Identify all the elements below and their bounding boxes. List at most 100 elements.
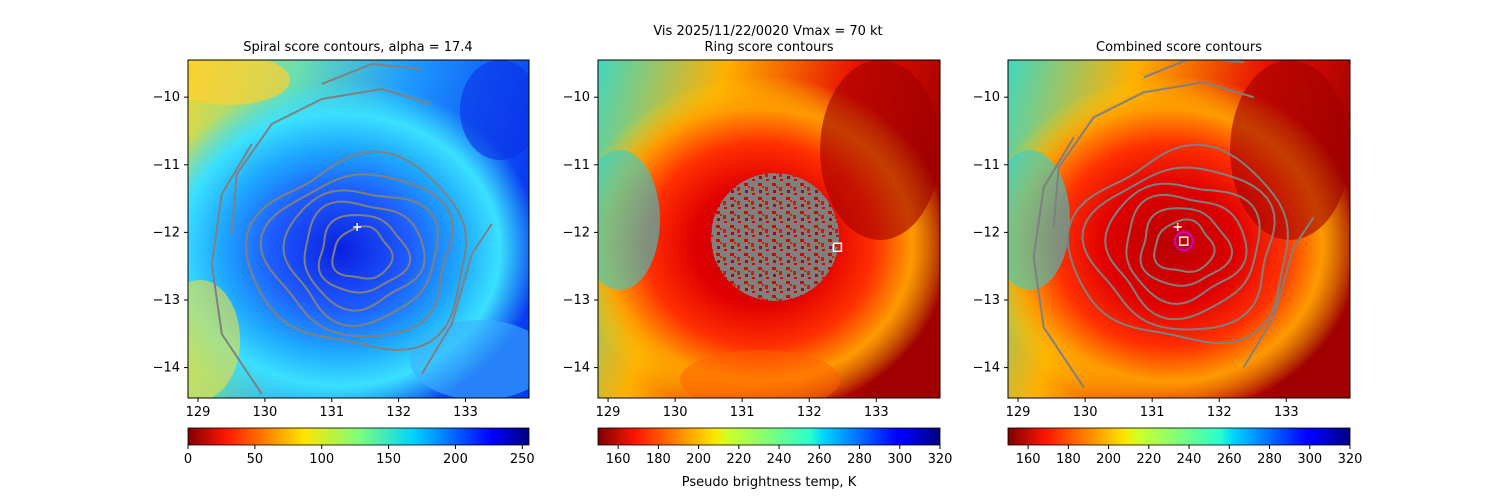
x-tick-label: 132 [386,405,411,420]
colorbar [597,427,941,446]
y-tick-label: −10 [973,90,1000,105]
x-tick-label: 129 [186,405,211,420]
x-tick-label: 131 [319,405,344,420]
heatmap-image [188,60,529,398]
x-tick-label: 132 [1207,405,1232,420]
colorbar-tick-label: 220 [1136,452,1161,467]
colorbar-tick-label: 260 [807,452,832,467]
ring-score-region [711,173,839,301]
markers [832,242,843,253]
y-tick-label: −12 [153,225,180,240]
x-tick-label: 130 [663,405,688,420]
y-tick-label: −13 [153,293,180,308]
colorbar-tick-label: 240 [767,452,792,467]
x-tick-label: 130 [252,405,277,420]
axis-ticks: 129 130 131 132 133 −10 −11 −12 −13 −14 [973,90,1299,420]
contour-line [331,225,394,280]
contour-line [1052,81,1254,228]
x-tick-label: 129 [596,405,621,420]
colorbar-tick-label: 320 [1338,452,1363,467]
colorbar-tick-label: 200 [1096,452,1121,467]
contour-line [1032,136,1085,388]
axes-frame [597,59,941,399]
y-tick-label: −10 [153,90,180,105]
colorbar-tick-label: 280 [1257,452,1282,467]
colorbar-tick-label: 150 [376,452,401,467]
colorbar-tick-label: 160 [606,452,631,467]
colorbar-tick-label: 50 [247,452,264,467]
contour-line [303,200,426,312]
spiral-contours [210,63,493,395]
contour-line [282,189,439,328]
colorbar-tick-label: 160 [1016,452,1041,467]
contour-line [420,223,493,375]
contour-line [230,88,433,235]
colorbar-ticks: 0 50 100 150 200 250 [184,445,535,467]
center-plus-marker [353,222,362,231]
colorbar-ticks: 160 180 200 220 240 260 280 300 320 [606,445,953,467]
y-tick-label: −11 [153,158,180,173]
colorbar-tick-label: 300 [1297,452,1322,467]
y-tick-label: −10 [563,90,590,105]
x-tick-label: 129 [1006,405,1031,420]
axes-frame [187,59,530,399]
contour-line [1125,193,1248,305]
center-plus-marker [1173,222,1182,231]
axes-frame [1007,59,1351,399]
x-tick-label: 130 [1073,405,1098,420]
contour-line [210,143,263,395]
center-square-marker [1178,236,1189,246]
heatmap-image [598,60,940,398]
y-tick-label: −14 [153,361,180,376]
x-tick-label: 133 [864,405,889,420]
x-tick-label: 133 [453,405,478,420]
contour-line [1139,207,1234,287]
colorbar-tick-label: 180 [1056,452,1081,467]
markers [1173,222,1194,252]
figure-suptitle: Vis 2025/11/22/0020 Vmax = 70 kt [653,24,882,39]
colorbar [187,427,530,446]
contour-line [1104,182,1261,321]
panel-spiral: Spiral score contours, alpha = 17.4 129 1… [153,40,535,467]
y-tick-label: −13 [563,293,590,308]
y-tick-label: −11 [563,158,590,173]
contour-line [1153,218,1216,273]
contour-line [317,213,412,294]
axis-ticks: 129 130 131 132 133 −10 −11 −12 −13 −14 [153,90,478,420]
y-tick-label: −11 [973,158,1000,173]
center-circle-marker [1173,231,1194,252]
contour-line [1242,216,1315,368]
contour-line [1143,60,1244,79]
heatmap-image [1008,60,1350,398]
x-tick-label: 132 [797,405,822,420]
colorbar-tick-label: 0 [184,452,192,467]
colorbar-tick-label: 250 [510,452,535,467]
combined-contours [1032,60,1315,388]
colorbar-tick-label: 240 [1177,452,1202,467]
panel-combined: Combined score contours 129 130 131 132 133 −… [973,40,1363,467]
colorbar-ticks: 160 180 200 220 240 260 280 300 320 [1016,445,1363,467]
colorbar [1007,427,1351,446]
contour-line [259,173,454,338]
y-tick-label: −14 [563,361,590,376]
contour-line [1081,166,1276,331]
panel-title: Combined score contours [1096,40,1262,55]
colorbar-tick-label: 180 [646,452,671,467]
colorbar-tick-label: 200 [443,452,468,467]
contour-line [1066,143,1289,345]
colorbar-tick-label: 260 [1217,452,1242,467]
x-tick-label: 131 [730,405,755,420]
panel-ring: Ring score contours 129 130 131 132 133 −10 −1… [563,40,953,490]
y-tick-label: −12 [563,225,590,240]
center-square-marker [832,242,843,253]
y-tick-label: −14 [973,361,1000,376]
colorbar-tick-label: 220 [726,452,751,467]
panel-title: Spiral score contours, alpha = 17.4 [243,40,472,55]
x-tick-label: 133 [1274,405,1299,420]
axis-ticks: 129 130 131 132 133 −10 −11 −12 −13 −14 [563,90,889,420]
panel-title: Ring score contours [704,40,833,55]
contour-line [321,63,422,85]
y-tick-label: −13 [973,293,1000,308]
colorbar-tick-label: 320 [928,452,953,467]
